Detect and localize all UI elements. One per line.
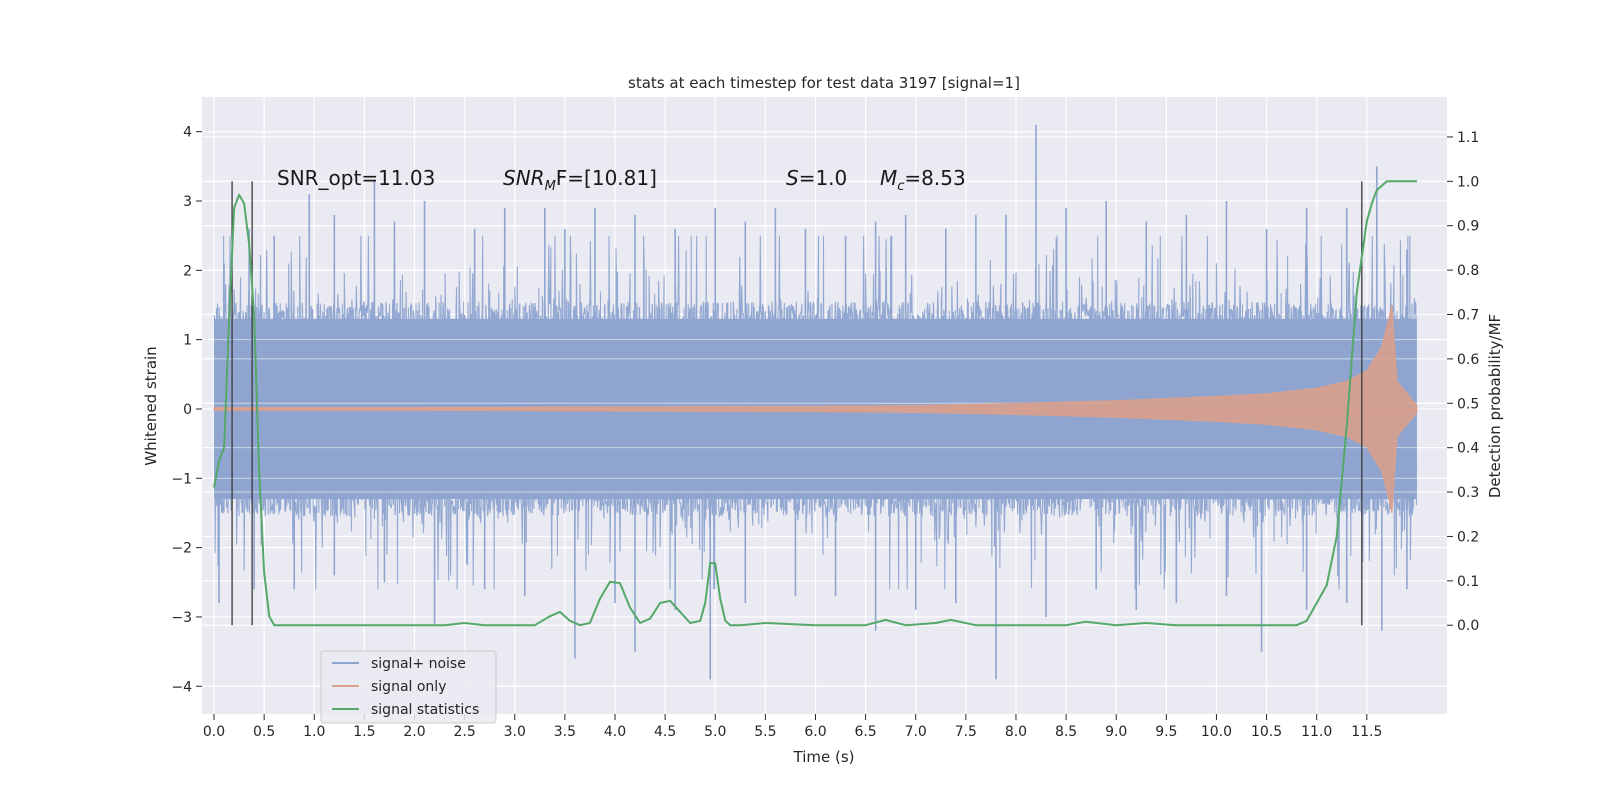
signal-only-series bbox=[213, 304, 1418, 514]
y-right-tick-label: 0.7 bbox=[1457, 308, 1479, 324]
legend-box bbox=[320, 650, 497, 724]
x-tick-label: 8.5 bbox=[1055, 724, 1077, 740]
x-tick-label: 10.5 bbox=[1251, 724, 1282, 740]
y-left-tick-label: 0 bbox=[183, 402, 192, 418]
x-tick-label: 3.5 bbox=[554, 724, 576, 740]
y-right-tick-label: 0.1 bbox=[1457, 574, 1479, 590]
x-tick-label: 2.5 bbox=[454, 724, 476, 740]
x-tick-label: 7.5 bbox=[955, 724, 977, 740]
ticks: 0.0 0.5 1.0 1.5 2.0 2.5 3.0 3.5 4.0 4.5 5.0 5.5 6.0 6… bbox=[171, 125, 1479, 740]
y-right-tick-label: 1.1 bbox=[1457, 130, 1479, 146]
annotations: SNR_opt=11.03 SNRMF=[10.81] S=1.0 Mc=8.5… bbox=[277, 166, 966, 194]
x-tick-label: 4.5 bbox=[654, 724, 676, 740]
annotation-mc: Mc=8.53 bbox=[880, 166, 966, 194]
y-left-tick-label: 1 bbox=[183, 333, 192, 349]
x-tick-label: 1.0 bbox=[303, 724, 325, 740]
x-tick-label: 0.5 bbox=[253, 724, 275, 740]
y-right-tick-label: 0.8 bbox=[1457, 263, 1479, 279]
y-left-tick-label: −4 bbox=[171, 679, 192, 695]
y-right-tick-label: 0.3 bbox=[1457, 485, 1479, 501]
x-tick-label: 11.5 bbox=[1351, 724, 1382, 740]
signal-statistics-series bbox=[213, 180, 1417, 627]
signal-statistics-line bbox=[213, 180, 1417, 627]
x-tick-label: 6.5 bbox=[854, 724, 876, 740]
x-axis-label: Time (s) bbox=[793, 748, 855, 766]
y-left-tick-label: −2 bbox=[171, 541, 192, 557]
chart-title: stats at each timestep for test data 319… bbox=[628, 74, 1020, 92]
annotation-snr-opt: SNR_opt=11.03 bbox=[277, 166, 435, 190]
x-tick-label: 11.0 bbox=[1301, 724, 1332, 740]
x-tick-label: 2.0 bbox=[403, 724, 425, 740]
y-right-tick-label: 0.6 bbox=[1457, 352, 1479, 368]
x-tick-label: 1.5 bbox=[353, 724, 375, 740]
annotation-snr-mf: SNRMF=[10.81] bbox=[503, 166, 657, 194]
legend: signal+ noise signal only signal statist… bbox=[320, 650, 497, 724]
x-tick-label: 9.5 bbox=[1155, 724, 1177, 740]
x-tick-label: 3.0 bbox=[504, 724, 526, 740]
x-tick-label: 6.0 bbox=[804, 724, 826, 740]
x-tick-label: 0.0 bbox=[203, 724, 225, 740]
y-axis-label-left-text: Whitened strain bbox=[142, 346, 160, 465]
legend-label-noise: signal+ noise bbox=[371, 656, 466, 672]
legend-label-signal: signal only bbox=[371, 679, 446, 695]
x-tick-label: 8.0 bbox=[1005, 724, 1027, 740]
annotation-s: S=1.0 bbox=[786, 166, 847, 190]
x-tick-label: 7.0 bbox=[905, 724, 927, 740]
y-left-tick-label: 2 bbox=[183, 263, 192, 279]
legend-label-stat: signal statistics bbox=[371, 702, 479, 718]
x-tick-label: 4.0 bbox=[604, 724, 626, 740]
x-tick-label: 10.0 bbox=[1201, 724, 1232, 740]
y-left-tick-label: −1 bbox=[171, 471, 192, 487]
x-tick-label: 5.0 bbox=[704, 724, 726, 740]
y-right-tick-label: 0.0 bbox=[1457, 618, 1479, 634]
y-left-tick-label: 4 bbox=[183, 125, 192, 141]
y-axis-label-right: Detection probability/MF bbox=[1486, 314, 1504, 498]
y-right-tick-label: 0.9 bbox=[1457, 219, 1479, 235]
y-left-tick-label: 3 bbox=[183, 194, 192, 210]
y-right-tick-label: 1.0 bbox=[1457, 174, 1479, 190]
y-right-tick-label: 0.4 bbox=[1457, 441, 1479, 457]
x-tick-label: 5.5 bbox=[754, 724, 776, 740]
y-right-tick-label: 0.2 bbox=[1457, 529, 1479, 545]
x-tick-label: 9.0 bbox=[1105, 724, 1127, 740]
y-left-tick-label: −3 bbox=[171, 610, 192, 626]
y-right-tick-label: 0.5 bbox=[1457, 396, 1479, 412]
